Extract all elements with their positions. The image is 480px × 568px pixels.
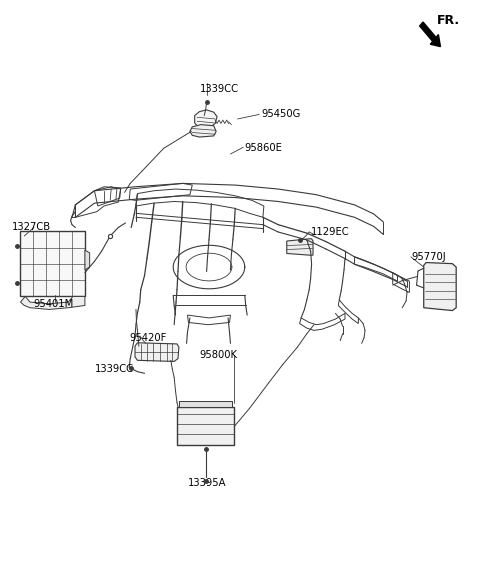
Polygon shape: [85, 250, 90, 270]
Polygon shape: [190, 124, 216, 137]
Text: FR.: FR.: [436, 14, 459, 27]
Polygon shape: [195, 110, 217, 128]
FancyArrow shape: [420, 22, 441, 47]
Text: 13395A: 13395A: [188, 478, 226, 488]
Polygon shape: [21, 296, 85, 310]
Polygon shape: [287, 239, 313, 255]
Text: 95770J: 95770J: [412, 252, 446, 262]
Bar: [180, 401, 232, 407]
Text: 95401M: 95401M: [34, 299, 74, 309]
Polygon shape: [424, 262, 456, 311]
Bar: [21, 231, 85, 296]
Text: 95860E: 95860E: [245, 143, 283, 153]
Text: 1339CC: 1339CC: [95, 364, 133, 374]
Text: 95420F: 95420F: [129, 333, 167, 343]
Text: 95800K: 95800K: [199, 350, 238, 360]
Bar: [177, 407, 234, 445]
Text: 95450G: 95450G: [262, 110, 301, 119]
Text: 1129EC: 1129EC: [311, 227, 349, 237]
Text: 1339CC: 1339CC: [199, 84, 239, 94]
Polygon shape: [135, 343, 179, 361]
Text: 1327CB: 1327CB: [12, 223, 51, 232]
